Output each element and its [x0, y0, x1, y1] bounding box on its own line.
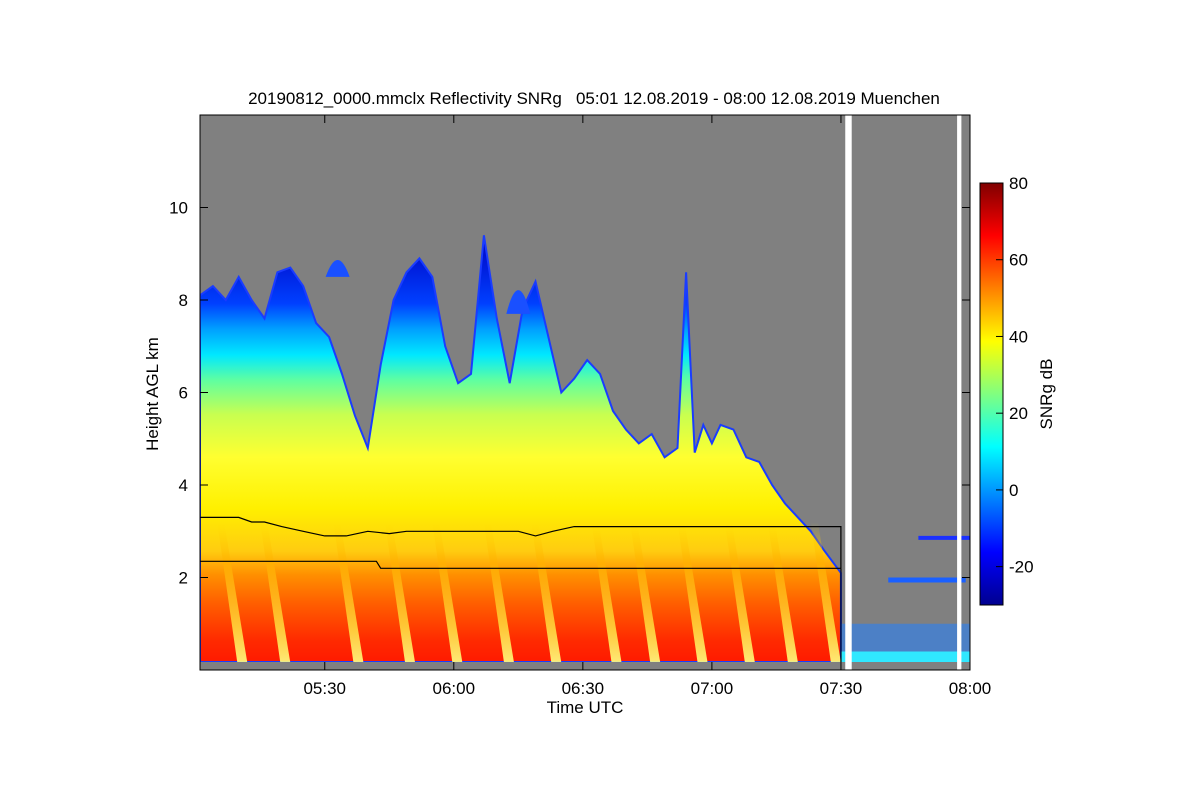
- colorbar-label: SNRg dB: [1037, 359, 1056, 430]
- x-tick-label: 06:30: [562, 679, 605, 698]
- colorbar-tick-label: 60: [1009, 251, 1028, 270]
- lower-boundary-line: [200, 560, 841, 569]
- data-gap-2: [957, 115, 962, 670]
- rain-streak-9: [630, 522, 661, 662]
- rain-streak-6: [483, 522, 514, 662]
- rain-streak-10: [677, 522, 708, 662]
- rain-streak-1: [217, 522, 248, 662]
- colorbar-tick-label: 20: [1009, 404, 1028, 423]
- cloud-fragment-1: [325, 260, 350, 277]
- melting-layer-line: [200, 516, 842, 569]
- rain-streak-8: [591, 522, 622, 662]
- rain-streak-12: [767, 522, 798, 662]
- y-tick-label: 10: [169, 199, 188, 218]
- y-axis-label: Height AGL km: [143, 337, 162, 451]
- colorbar: 80 60 40 20 0 -20 SNRg dB: [979, 174, 1056, 606]
- below-ground-strip: [200, 662, 970, 670]
- chart-title: 20190812_0000.mmclx Reflectivity SNRg 05…: [248, 89, 940, 108]
- x-tick-label: 07:00: [691, 679, 734, 698]
- colorbar-gradient: [979, 182, 1004, 606]
- rain-streak-11: [724, 522, 755, 662]
- colorbar-tick-label: 80: [1009, 174, 1028, 193]
- x-tick-label: 06:00: [433, 679, 476, 698]
- data-gap-1: [845, 115, 852, 670]
- x-axis-label: Time UTC: [547, 698, 624, 717]
- rain-streak-5: [432, 522, 463, 662]
- rain-streak-3: [333, 522, 364, 662]
- rain-streak-7: [531, 522, 562, 662]
- y-tick-label: 6: [179, 384, 188, 403]
- cloud-fragment-2: [506, 290, 531, 314]
- upper-echo-band: [918, 535, 970, 540]
- y-tick-label: 4: [179, 476, 188, 495]
- rain-streak-13: [810, 522, 841, 662]
- x-tick-label: 08:00: [949, 679, 992, 698]
- x-tick-label: 05:30: [303, 679, 346, 698]
- y-tick-label: 8: [179, 291, 188, 310]
- x-tick-label: 07:30: [820, 679, 863, 698]
- colorbar-tick-label: 0: [1009, 481, 1018, 500]
- colorbar-tick-label: 40: [1009, 327, 1028, 346]
- plot-area: [200, 115, 970, 670]
- cloud-reflectivity-area: [200, 235, 842, 663]
- rain-streak-4: [384, 522, 415, 662]
- elevated-echo-band: [888, 577, 966, 583]
- y-tick-label: 2: [179, 569, 188, 588]
- rain-streak-2: [260, 522, 291, 662]
- colorbar-tick-label: -20: [1009, 558, 1034, 577]
